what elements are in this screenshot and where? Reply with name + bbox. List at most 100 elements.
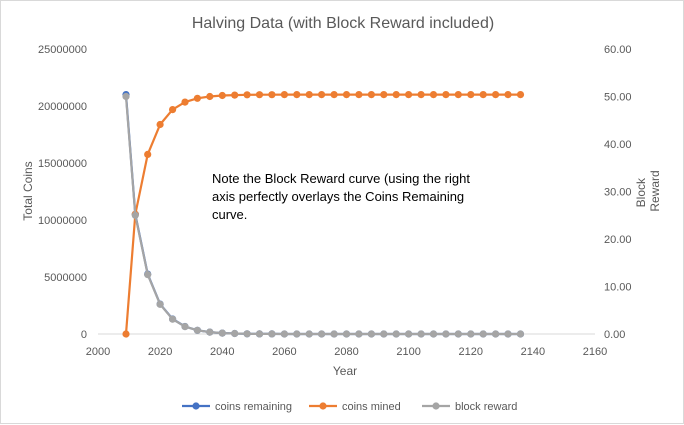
series-layer (122, 91, 525, 338)
y-tick-label-right: 60.00 (604, 44, 632, 56)
data-point-coins-mined (330, 91, 338, 99)
data-point-block-reward (467, 330, 475, 338)
data-point-coins-mined (255, 91, 264, 99)
annotation-line: Note the Block Reward curve (using the r… (212, 171, 470, 186)
x-tick-label: 2080 (334, 346, 358, 358)
data-point-coins-mined (280, 91, 288, 99)
x-tick-label: 2100 (396, 346, 420, 358)
data-point-block-reward (479, 330, 487, 338)
legend-label-block-reward: block reward (455, 401, 517, 413)
data-point-block-reward (280, 330, 288, 338)
x-axis-title: Year (333, 364, 357, 378)
data-point-block-reward (318, 330, 326, 338)
data-point-coins-mined (516, 91, 525, 99)
data-point-block-reward (342, 330, 351, 338)
y-tick-label-left: 25000000 (38, 44, 87, 56)
data-point-block-reward (355, 330, 363, 338)
legend-marker-block-reward (432, 402, 440, 410)
data-point-block-reward (516, 330, 525, 338)
y-tick-label-left: 5000000 (44, 272, 87, 284)
x-tick-label: 2020 (148, 346, 172, 358)
data-point-coins-mined (367, 91, 375, 99)
data-point-block-reward (392, 330, 400, 338)
data-point-coins-mined (193, 94, 201, 102)
data-point-block-reward (330, 330, 338, 338)
data-point-block-reward (429, 330, 438, 338)
series-coins-mined (122, 91, 525, 338)
data-point-block-reward (380, 330, 388, 338)
x-tick-labels: 2000 2020 2040 2060 2080 2100 2120 2140 2160 (86, 346, 607, 358)
data-point-coins-mined (156, 120, 164, 129)
y-tick-label-right: 0.00 (604, 329, 625, 341)
data-point-block-reward (305, 330, 313, 338)
y-tick-label-right: 50.00 (604, 92, 632, 104)
y-tick-label-right: 30.00 (604, 187, 632, 199)
data-point-coins-mined (467, 91, 475, 99)
annotation-line: curve. (212, 207, 247, 222)
legend-marker-coins-remaining (192, 402, 200, 410)
series-line-block-reward (124, 96, 521, 336)
y-tick-label-right: 40.00 (604, 139, 632, 151)
data-point-block-reward (454, 330, 462, 338)
x-tick-label: 2060 (272, 346, 296, 358)
data-point-coins-mined (243, 91, 251, 99)
data-point-coins-mined (454, 91, 462, 99)
legend-label-coins-remaining: coins remaining (215, 401, 292, 413)
data-point-block-reward (218, 329, 226, 337)
y-axis-title-right-line2: Reward (648, 170, 662, 211)
data-point-block-reward (181, 323, 189, 331)
annotation-line: axis perfectly overlays the Coins Remain… (212, 189, 464, 204)
y-axis-title-right-line1: Block (634, 177, 648, 207)
data-point-coins-mined (380, 91, 388, 99)
data-point-block-reward (504, 330, 512, 338)
data-point-coins-mined (268, 91, 276, 99)
data-point-coins-mined (218, 91, 226, 100)
data-point-block-reward (405, 330, 413, 338)
data-point-coins-mined (144, 150, 152, 158)
x-tick-label: 2120 (459, 346, 483, 358)
data-point-block-reward (268, 330, 276, 338)
x-tick-label: 2160 (583, 346, 607, 358)
y-tick-label-left: 20000000 (38, 101, 87, 113)
y-tick-label-right: 20.00 (604, 234, 632, 246)
data-point-block-reward (492, 330, 500, 338)
data-point-block-reward (131, 211, 139, 219)
data-point-block-reward (122, 92, 130, 101)
data-point-block-reward (367, 330, 375, 338)
data-point-block-reward (231, 329, 239, 338)
y-axis-title-right: Block Reward (634, 170, 662, 211)
data-point-coins-mined (231, 91, 239, 99)
data-point-coins-mined (442, 91, 450, 99)
x-tick-label: 2000 (86, 346, 110, 358)
data-point-block-reward (144, 271, 152, 279)
data-point-coins-mined (318, 91, 326, 99)
y-tick-label-right: 10.00 (604, 282, 632, 294)
y-tick-labels-left: 0 5000000 10000000 15000000 20000000 25000000 (38, 44, 87, 341)
x-tick-label: 2140 (521, 346, 545, 358)
data-point-block-reward (206, 328, 214, 336)
chart-title: Halving Data (with Block Reward included… (192, 15, 494, 32)
series-block-reward (122, 92, 525, 338)
data-point-block-reward (255, 330, 264, 338)
data-point-block-reward (193, 326, 201, 334)
data-point-coins-mined (169, 106, 177, 114)
series-line-coins-remaining (124, 94, 521, 336)
data-point-block-reward (417, 330, 425, 338)
data-point-coins-mined (293, 91, 301, 99)
data-point-block-reward (243, 330, 251, 338)
series-coins-remaining (122, 91, 525, 338)
data-point-coins-mined (504, 91, 512, 99)
data-point-coins-mined (181, 98, 189, 106)
data-point-coins-mined (479, 91, 487, 99)
legend: coins remaining coins mined block reward (182, 401, 517, 413)
y-tick-labels-right: 0.00 10.00 20.00 30.00 40.00 50.00 60.00 (604, 44, 632, 341)
legend-label-coins-mined: coins mined (342, 401, 401, 413)
x-tick-label: 2040 (210, 346, 234, 358)
data-point-coins-mined (429, 91, 438, 99)
data-point-coins-mined (206, 92, 214, 101)
y-tick-label-left: 0 (81, 329, 87, 341)
data-point-coins-mined (405, 91, 413, 99)
data-point-coins-mined (305, 91, 313, 99)
series-line-coins-mined (124, 93, 521, 335)
